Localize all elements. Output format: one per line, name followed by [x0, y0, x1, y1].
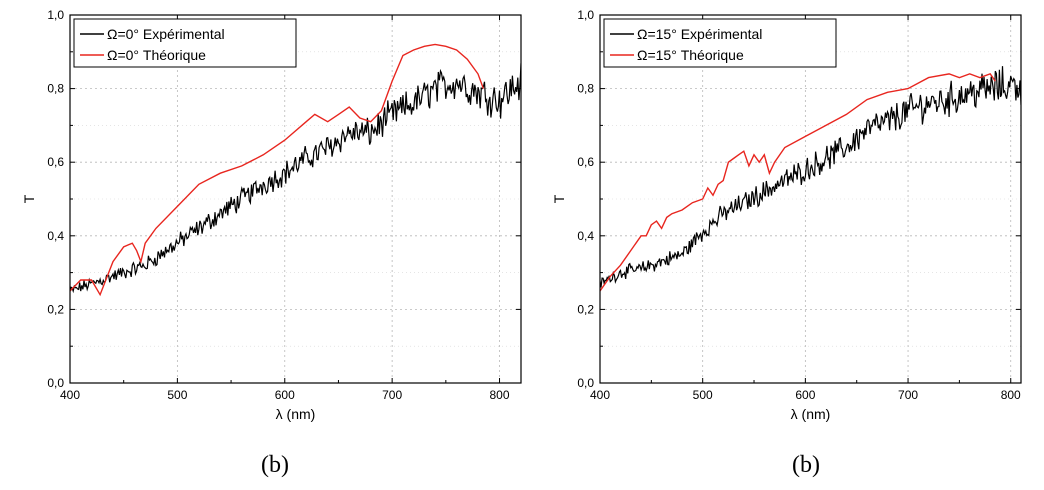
- figure-caption: (b): [261, 452, 289, 478]
- legend-label: Ω=0° Théorique: [107, 47, 206, 63]
- y-tick-label: 0,6: [47, 155, 64, 169]
- chart-panel-2: 0,0 0,2 0,4 0,6 0,8 1,0 400 500 600 700 800 λ (nm) T…: [551, 8, 1022, 478]
- y-tick-label: 1,0: [577, 8, 594, 22]
- y-tick-label: 0,2: [47, 302, 64, 316]
- x-tick-label: 400: [60, 388, 80, 402]
- y-axis-label: T: [551, 194, 567, 203]
- x-tick-label: 600: [795, 388, 815, 402]
- plot-frame: [69, 14, 522, 384]
- legend-label: Ω=15° Expérimental: [637, 26, 762, 42]
- y-tick-label: 0,8: [47, 82, 64, 96]
- legend-box: [603, 18, 837, 68]
- y-tick-label: 0,4: [47, 229, 64, 243]
- plot-frame: [599, 14, 1022, 384]
- x-tick-label: 700: [382, 388, 402, 402]
- y-tick-label: 0,6: [577, 155, 594, 169]
- legend-box: [73, 18, 297, 68]
- x-axis-label: λ (nm): [276, 406, 316, 422]
- y-tick-label: 0,0: [47, 376, 64, 390]
- x-tick-label: 800: [1001, 388, 1021, 402]
- legend-label: Ω=0° Expérimental: [107, 26, 225, 42]
- series-line-experimental: [70, 63, 521, 294]
- figure-caption: (b): [792, 452, 820, 478]
- x-axis-label: λ (nm): [791, 406, 831, 422]
- y-tick-label: 1,0: [47, 8, 64, 22]
- x-tick-label: 700: [898, 388, 918, 402]
- legend-label: Ω=15° Théorique: [637, 47, 744, 63]
- y-axis-label: T: [21, 194, 37, 203]
- series-line-theoretical: [600, 73, 996, 292]
- series-line-experimental: [600, 66, 1021, 288]
- y-tick-label: 0,2: [577, 302, 594, 316]
- y-tick-label: 0,8: [577, 82, 594, 96]
- y-tick-label: 0,0: [577, 376, 594, 390]
- x-tick-label: 500: [693, 388, 713, 402]
- x-tick-label: 400: [590, 388, 610, 402]
- series-line-theoretical: [70, 43, 485, 297]
- chart-panel-1: 0,0 0,2 0,4 0,6 0,8 1,0 400 500 600 700 800 λ (nm) T…: [21, 8, 522, 478]
- x-tick-label: 800: [490, 388, 510, 402]
- y-tick-label: 0,4: [577, 229, 594, 243]
- x-tick-label: 600: [275, 388, 295, 402]
- x-tick-label: 500: [167, 388, 187, 402]
